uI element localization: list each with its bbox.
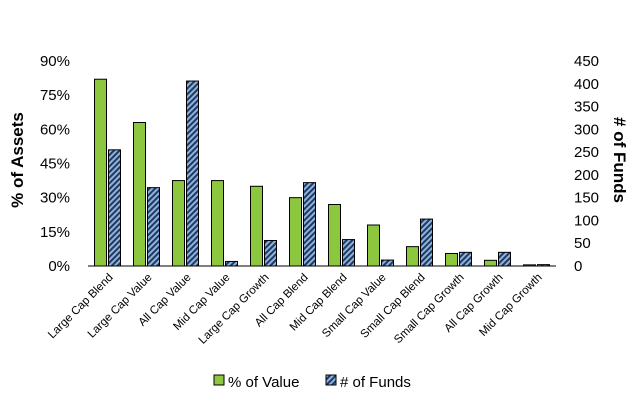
bar-funds bbox=[108, 149, 121, 267]
bar-value bbox=[250, 185, 263, 267]
category-label: Large Cap Blend bbox=[46, 272, 116, 342]
right-tick-label: 100 bbox=[574, 212, 599, 229]
bars bbox=[94, 78, 550, 267]
legend-label-value: % of Value bbox=[228, 374, 299, 391]
right-tick-label: 300 bbox=[574, 121, 599, 138]
bar-funds bbox=[264, 239, 277, 267]
bar-value bbox=[328, 204, 341, 267]
right-tick-label: 250 bbox=[574, 144, 599, 161]
right-tick-label: 350 bbox=[574, 99, 599, 116]
category-label: Small Cap Growth bbox=[392, 272, 466, 346]
bar-funds bbox=[303, 182, 316, 267]
left-tick-label: 45% bbox=[40, 156, 70, 173]
bar-funds bbox=[420, 218, 433, 267]
left-tick-label: 15% bbox=[40, 224, 70, 241]
left-tick-label: 0% bbox=[48, 258, 70, 275]
bar-funds bbox=[147, 187, 160, 267]
right-tick-label: 450 bbox=[574, 53, 599, 70]
bar-funds bbox=[342, 239, 355, 267]
bar-value bbox=[94, 78, 107, 267]
bar-funds bbox=[186, 80, 199, 267]
legend-swatch-funds bbox=[325, 374, 337, 386]
legend: % of Value # of Funds bbox=[213, 374, 411, 391]
bar-value bbox=[289, 197, 302, 267]
category-label: Large Cap Growth bbox=[197, 272, 272, 347]
bar-value bbox=[211, 180, 224, 267]
left-tick-label: 30% bbox=[40, 190, 70, 207]
left-axis-title: % of Assets bbox=[8, 112, 27, 208]
bar-value bbox=[367, 224, 380, 267]
left-tick-label: 90% bbox=[40, 53, 70, 70]
legend-swatch-value bbox=[213, 374, 225, 386]
bar-funds bbox=[459, 251, 472, 267]
left-tick-label: 75% bbox=[40, 87, 70, 104]
right-axis-title: # of Funds bbox=[610, 117, 629, 203]
bar-value bbox=[133, 122, 146, 267]
legend-label-funds: # of Funds bbox=[340, 374, 411, 391]
right-tick-label: 150 bbox=[574, 190, 599, 207]
bar-value bbox=[445, 252, 458, 267]
right-tick-label: 200 bbox=[574, 167, 599, 184]
bar-value bbox=[172, 180, 185, 267]
bar-funds bbox=[381, 259, 394, 267]
right-tick-label: 50 bbox=[574, 235, 591, 252]
bar-value bbox=[406, 246, 419, 267]
bar-funds bbox=[225, 260, 238, 267]
right-tick-label: 400 bbox=[574, 76, 599, 93]
right-axis-ticks: 0 50 100 150 200 250 300 350 400 450 bbox=[574, 53, 599, 275]
bar-funds bbox=[498, 251, 511, 267]
bar-value bbox=[484, 259, 497, 267]
left-axis-ticks: 0% 15% 30% 45% 60% 75% 90% bbox=[40, 53, 70, 275]
left-tick-label: 60% bbox=[40, 121, 70, 138]
right-tick-label: 0 bbox=[574, 258, 582, 275]
